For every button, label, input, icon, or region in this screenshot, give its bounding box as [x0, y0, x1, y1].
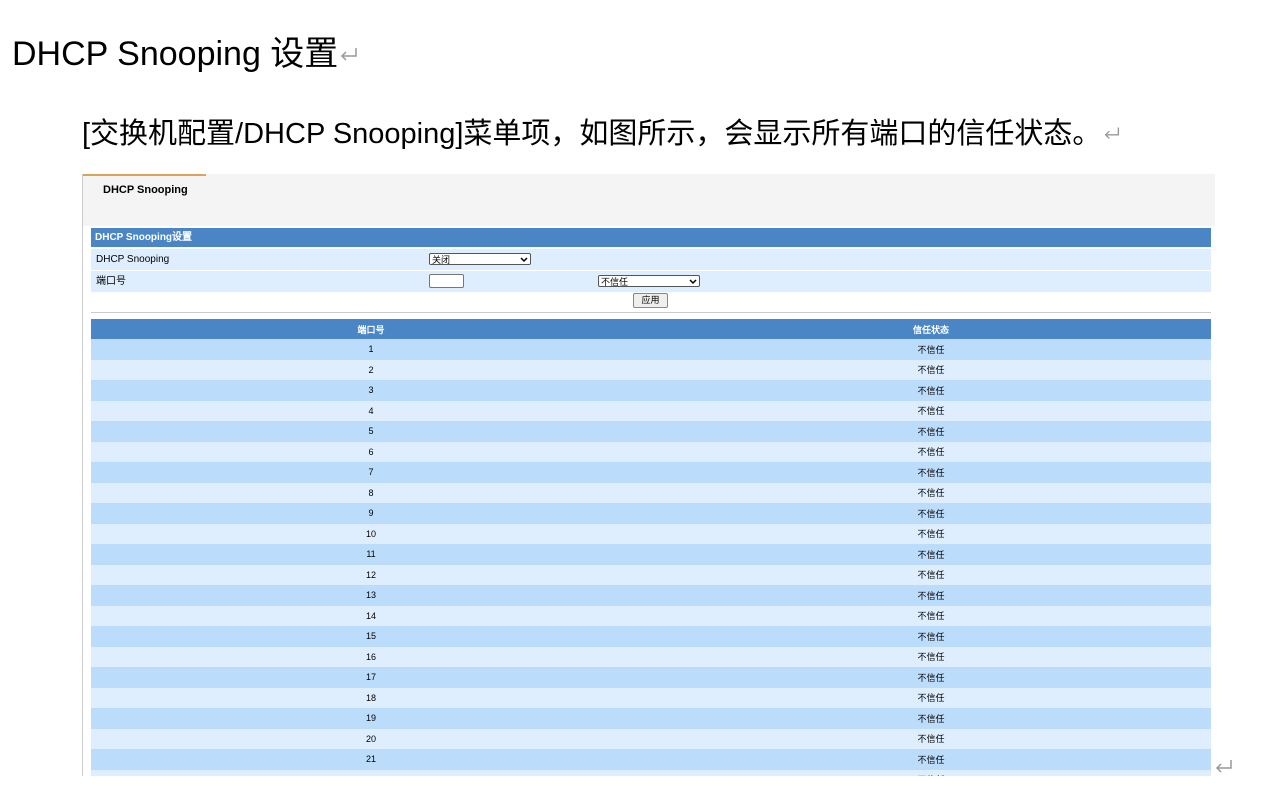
heading-text: DHCP Snooping 设置: [12, 35, 339, 73]
return-mark: [341, 48, 358, 61]
table-cell: 不信任: [917, 590, 945, 601]
table-cell: 不信任: [917, 631, 945, 642]
table-cell: 4: [368, 405, 374, 416]
heading: DHCP Snooping 设置: [12, 26, 360, 75]
table-cell: 不信任: [917, 611, 945, 622]
table-cell: 5: [368, 426, 374, 437]
label: 端口号: [96, 276, 126, 287]
table-cell: 3: [368, 385, 374, 396]
header-cell: 信任状态: [912, 324, 949, 335]
table-row: 21 不信任: [91, 749, 1211, 770]
table-row: 10 不信任: [91, 523, 1211, 544]
paragraph-text: [交换机配置/DHCP Snooping]菜单项，如图所示，会显示所有端口的信任…: [82, 118, 1102, 150]
table-cell: 15: [365, 631, 376, 642]
table-cell: 不信任: [917, 734, 945, 745]
select[interactable]: 关闭: [429, 253, 531, 265]
table-row: 14 不信任: [91, 605, 1211, 626]
table-cell: 不信任: [917, 385, 945, 396]
header-cell: 端口号: [357, 324, 385, 335]
table-row: 12 不信任: [91, 564, 1211, 585]
table-cell: 不信任: [917, 406, 945, 417]
table-row: 7 不信任: [91, 462, 1211, 483]
table-cell: 8: [368, 487, 374, 498]
table-row: 18 不信任: [91, 687, 1211, 708]
table-cell: 不信任: [917, 713, 945, 724]
apply-button[interactable]: 应用: [633, 293, 668, 308]
tab[interactable]: DHCP Snooping: [83, 174, 206, 200]
table-cell: 不信任: [917, 508, 945, 519]
paragraph: [交换机配置/DHCP Snooping]菜单项，如图所示，会显示所有端口的信任…: [82, 110, 1123, 152]
table-cell: 不信任: [917, 467, 945, 478]
table-cell: 不信任: [917, 365, 945, 376]
table-cell: 不信任: [917, 488, 945, 499]
table-cell: 不信任: [917, 672, 945, 683]
table-cell: 2: [368, 364, 374, 375]
form-row: 端口号 不信任: [91, 271, 1211, 292]
table-cell: 13: [365, 590, 376, 601]
table-row: 16 不信任: [91, 646, 1211, 667]
table-cell: 11: [366, 549, 376, 560]
table-cell: 12: [365, 569, 376, 580]
table-cell: 不信任: [917, 447, 945, 458]
table-cell: 不信任: [917, 426, 945, 437]
table-cell: 不信任: [917, 652, 945, 663]
table-row: 4 不信任: [91, 400, 1211, 421]
table-cell: 9: [368, 508, 374, 519]
select[interactable]: 不信任: [598, 275, 700, 287]
select-value: 不信任: [601, 277, 629, 287]
section-title: DHCP Snooping设置: [91, 228, 1211, 247]
table-row: 8 不信任: [91, 482, 1211, 503]
table-cell: 不信任: [917, 344, 945, 355]
table-header: 端口号 信任状态: [91, 319, 1211, 339]
separator: [91, 312, 1211, 313]
table-cell: 不信任: [651, 770, 1211, 776]
table-cell: 18: [365, 692, 376, 703]
table-cell: 不信任: [917, 549, 945, 560]
table-row: 3 不信任: [91, 380, 1211, 401]
table-row: 19 不信任: [91, 708, 1211, 729]
return-mark: [1215, 760, 1232, 773]
table-cell: 不信任: [917, 529, 945, 540]
table-cell: 14: [365, 610, 376, 621]
table-cell: 10: [365, 528, 376, 539]
table-cell: 21: [365, 754, 376, 765]
table-row: 15 不信任: [91, 626, 1211, 647]
table-cell: 17: [365, 672, 376, 683]
table-cell: 不信任: [917, 693, 945, 704]
table-cell: 不信任: [917, 754, 945, 765]
table-row: 6 不信任: [91, 441, 1211, 462]
table-cell: 16: [365, 651, 376, 662]
form-row: DHCP Snooping 关闭: [91, 249, 1211, 270]
screenshot: DHCP Snooping DHCP Snooping设置 DHCP Snoop…: [82, 174, 1215, 776]
table-row: 13 不信任: [91, 585, 1211, 606]
table-row: 5 不信任: [91, 421, 1211, 442]
tab-bar: DHCP Snooping: [83, 174, 1215, 226]
table-row: 17 不信任: [91, 667, 1211, 688]
table-row: 9 不信任: [91, 503, 1211, 524]
table-row: 20 不信任: [91, 728, 1211, 749]
table-row: 1 不信任: [91, 339, 1211, 360]
table-row: 22不信任: [91, 769, 1211, 776]
table-cell: 20: [365, 733, 376, 744]
label: DHCP Snooping: [96, 254, 170, 265]
table-row: 2 不信任: [91, 359, 1211, 380]
table-row: 11 不信任: [91, 544, 1211, 565]
table-cell: 不信任: [917, 570, 945, 581]
return-mark: [1105, 127, 1120, 139]
table-cell: 22: [91, 770, 651, 776]
table-cell: 7: [368, 467, 374, 478]
select-arrow: [689, 279, 697, 285]
select-value: 关闭: [432, 255, 451, 265]
table-cell: 6: [368, 446, 374, 457]
table-cell: 1: [368, 344, 374, 355]
port-input[interactable]: [429, 274, 464, 288]
select-arrow: [520, 257, 528, 263]
table-cell: 19: [365, 713, 376, 724]
